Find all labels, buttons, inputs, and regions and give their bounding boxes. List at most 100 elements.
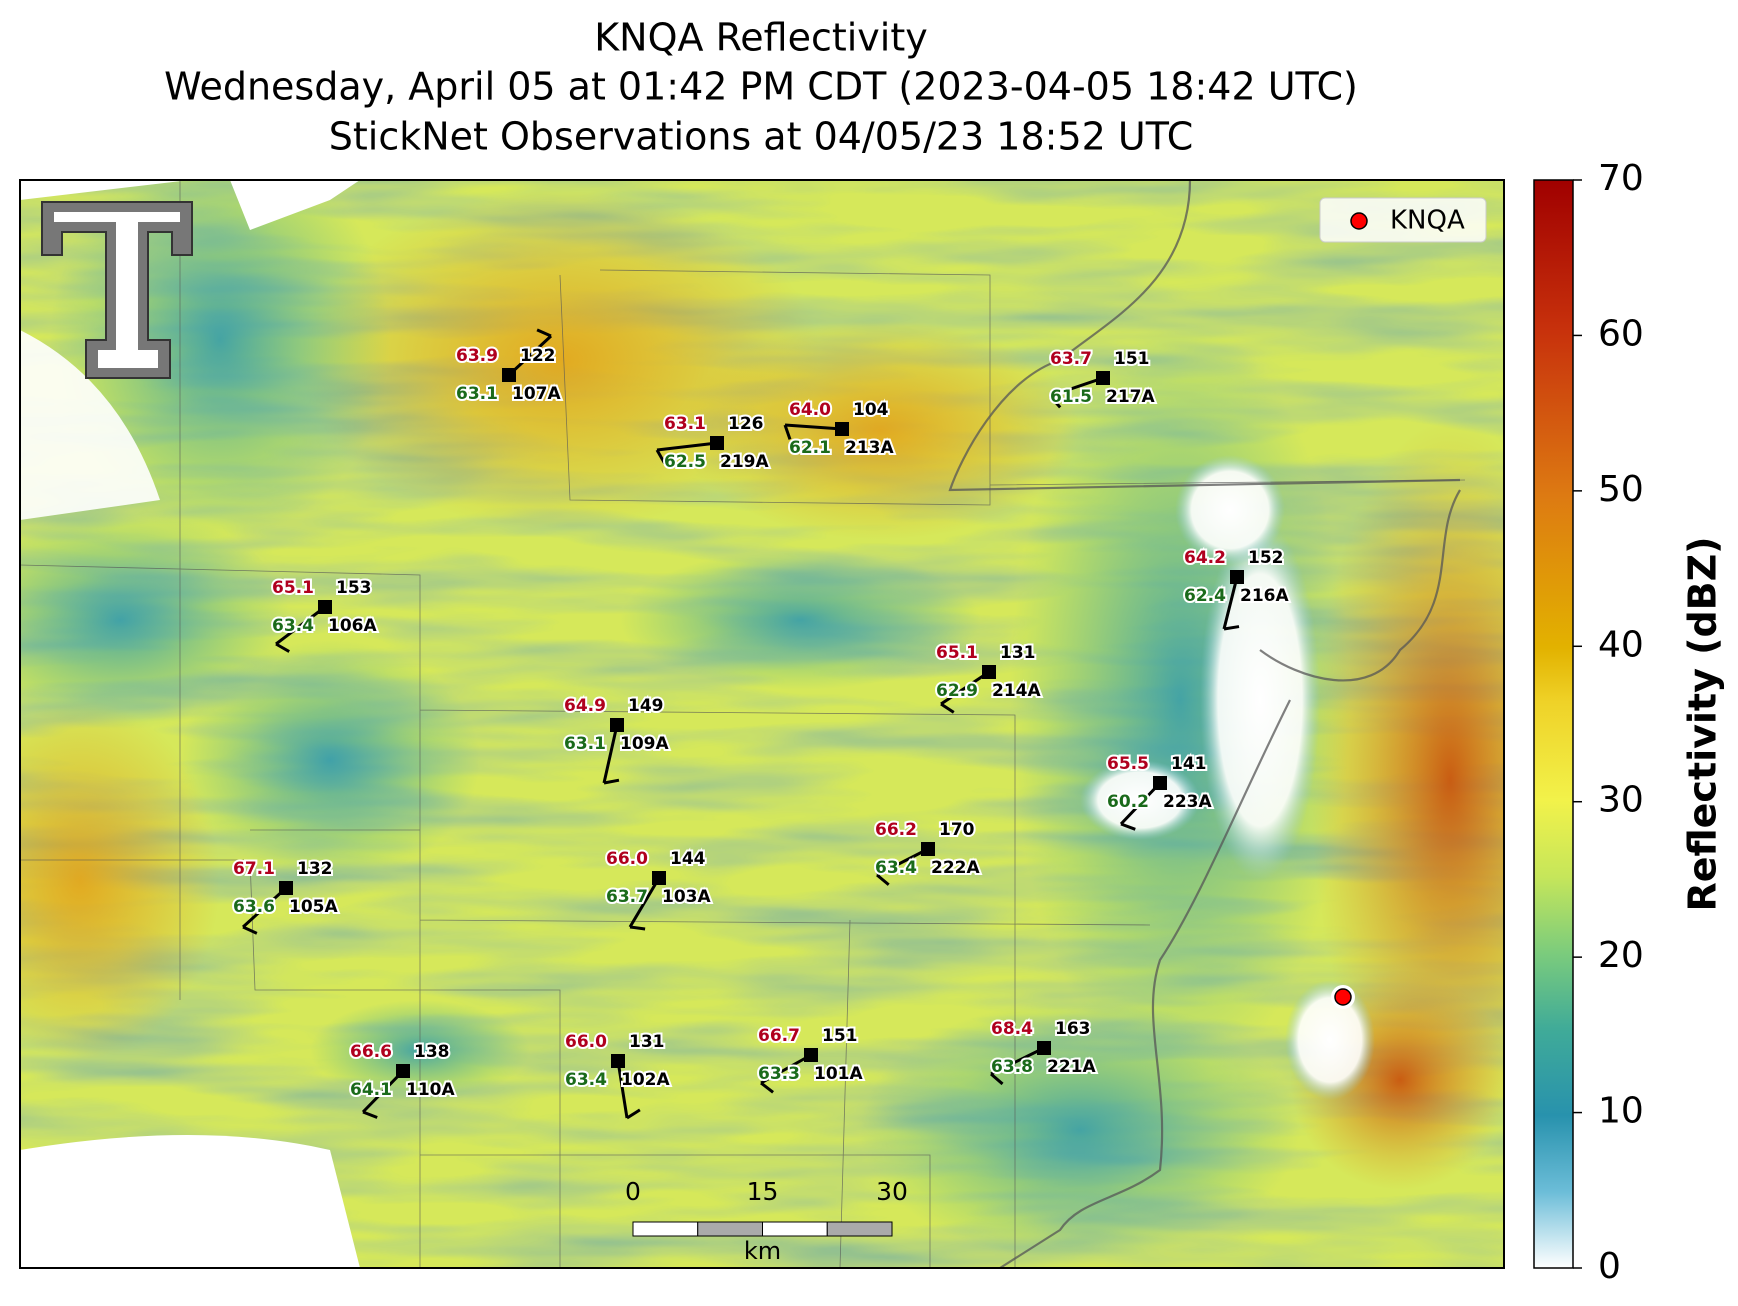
wind-barb-flag	[876, 873, 890, 886]
station-value: 170	[939, 820, 975, 840]
logo	[41, 201, 193, 379]
colorbar	[1533, 179, 1574, 1269]
wind-barb-flag	[242, 925, 258, 935]
station-marker	[710, 436, 724, 450]
wind-barb	[940, 670, 990, 706]
station-value: 132	[297, 859, 333, 879]
temperature: 66.2	[875, 820, 917, 840]
temperature: 66.0	[606, 849, 648, 869]
station-marker	[1230, 570, 1244, 584]
station-marker	[396, 1064, 410, 1078]
dewpoint: 62.1	[789, 438, 831, 458]
wind-barb-flag	[536, 328, 552, 338]
station-marker	[982, 665, 996, 679]
station-marker	[279, 881, 293, 895]
temperature: 66.7	[758, 1026, 800, 1046]
wind-barb	[990, 1046, 1045, 1076]
station-value: 151	[1114, 349, 1150, 369]
dewpoint: 63.4	[875, 858, 917, 878]
wind-barb	[1222, 576, 1239, 630]
wind-barb	[1049, 376, 1104, 398]
scale-bar-label: 15	[747, 1177, 779, 1206]
station-value: 104	[853, 400, 889, 420]
radar-site	[1334, 988, 1352, 1006]
station-marker	[1096, 371, 1110, 385]
subtitle: StickNet Observations at 04/05/23 18:52 …	[329, 115, 1193, 159]
station-marker	[502, 368, 516, 382]
station-id: 216A	[1240, 586, 1289, 606]
dewpoint: 63.3	[758, 1064, 800, 1084]
scale-bar-segment	[826, 1221, 893, 1237]
station-value: 141	[1171, 754, 1207, 774]
station-value: 151	[822, 1026, 858, 1046]
scale-bar-segment	[697, 1221, 763, 1237]
station-marker	[1153, 776, 1167, 790]
station-value: 138	[414, 1042, 450, 1062]
dewpoint: 61.5	[1050, 387, 1092, 407]
wind-barb	[602, 724, 619, 784]
temperature: 63.9	[456, 346, 498, 366]
dewpoint: 63.1	[456, 384, 498, 404]
temperature: 67.1	[233, 859, 275, 879]
wind-barb	[275, 605, 326, 646]
station-id: 105A	[289, 897, 338, 917]
colorbar-tick-label: 70	[1598, 158, 1644, 199]
title: KNQA Reflectivity	[594, 16, 928, 60]
temperature: 63.1	[664, 414, 706, 434]
colorbar-tick-label: 50	[1598, 469, 1644, 510]
station-id: 219A	[720, 452, 769, 472]
dewpoint: 63.8	[991, 1057, 1033, 1077]
radar-image	[20, 180, 1504, 1268]
wind-barb-flag	[655, 449, 666, 464]
wind-barb-flag	[1048, 394, 1062, 409]
scale-bar-label: 30	[876, 1177, 908, 1206]
dewpoint: 62.9	[936, 681, 978, 701]
temperature: 64.9	[564, 696, 606, 716]
station-marker	[835, 422, 849, 436]
station-marker	[804, 1048, 818, 1062]
wind-barb	[760, 1053, 812, 1085]
wind-barb-flag	[1223, 625, 1240, 631]
station-id: 217A	[1106, 387, 1155, 407]
wind-barb-flag	[990, 1072, 1004, 1086]
station-value: 131	[1000, 643, 1036, 663]
dewpoint: 63.7	[606, 887, 648, 907]
station-id: 101A	[814, 1064, 863, 1084]
station-marker	[318, 600, 332, 614]
station-id: 103A	[662, 887, 711, 907]
station-value: 149	[628, 696, 664, 716]
station-id: 222A	[931, 858, 980, 878]
stations: 63.9 122 63.1 107A 63.1 126 62.5 219A 64.0 104 62.…	[231, 328, 1291, 1120]
colorbar-tick-label: 40	[1598, 624, 1644, 665]
station-value: 153	[336, 578, 372, 598]
station-marker	[610, 718, 624, 732]
dewpoint: 62.5	[664, 452, 706, 472]
colorbar-tick-label: 20	[1598, 935, 1644, 976]
temperature: 64.0	[789, 400, 831, 420]
station-value: 144	[670, 849, 706, 869]
temperature: 68.4	[991, 1019, 1033, 1039]
dewpoint: 60.2	[1107, 792, 1149, 812]
colorbar-tick-label: 0	[1598, 1246, 1621, 1287]
wind-barb-flag	[626, 1108, 641, 1120]
wind-barb-flag	[783, 424, 792, 440]
temperature: 66.0	[565, 1032, 607, 1052]
temperature: 65.1	[272, 578, 314, 598]
wind-barb	[241, 886, 288, 929]
station-id: 214A	[992, 681, 1041, 701]
station-id: 107A	[512, 384, 561, 404]
dewpoint: 62.4	[1184, 586, 1226, 606]
temperature: 65.1	[936, 643, 978, 663]
wind-barb-flag	[1120, 822, 1136, 831]
wind-barb-flag	[760, 1081, 774, 1094]
scale-bar-unit: km	[744, 1237, 781, 1265]
wind-barb	[656, 441, 718, 452]
legend-marker	[1350, 212, 1368, 230]
wind-barb-flag	[629, 925, 646, 931]
temperature: 66.6	[350, 1042, 392, 1062]
wind-barb-flag	[940, 702, 955, 714]
dewpoint: 63.4	[272, 616, 314, 636]
station-value: 126	[728, 414, 764, 434]
dewpoint: 63.4	[565, 1070, 607, 1090]
legend: KNQA	[1319, 197, 1487, 243]
